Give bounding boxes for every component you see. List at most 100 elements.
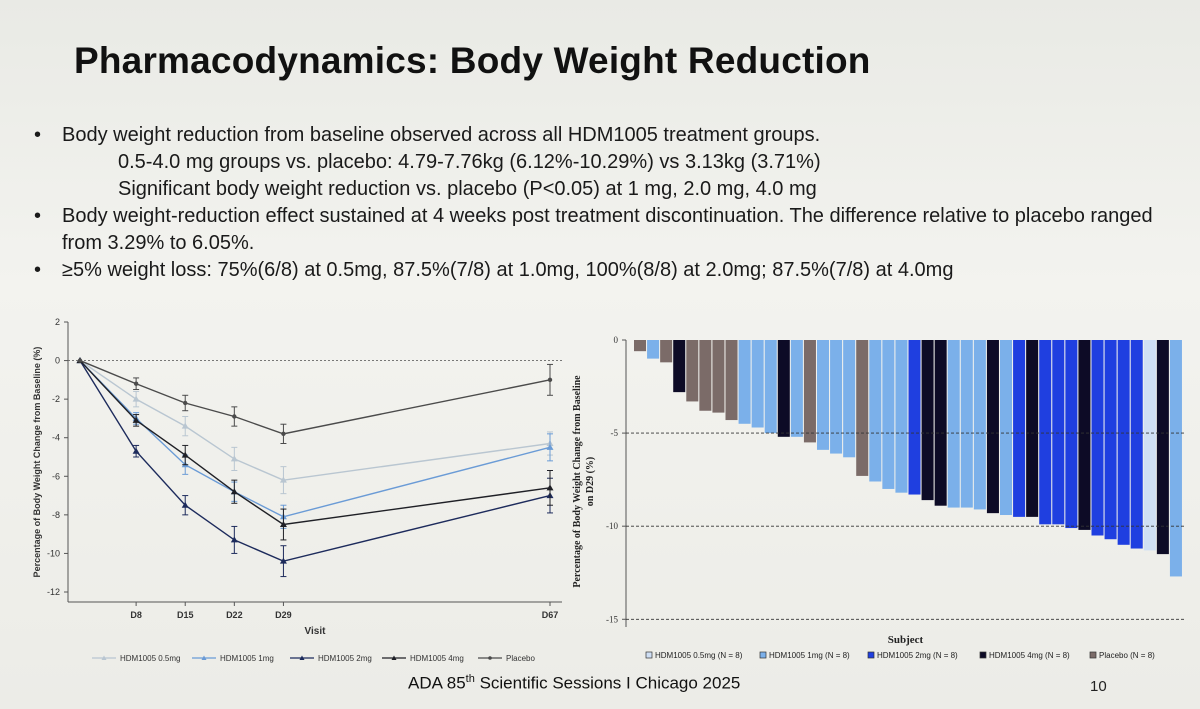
waterfall-bar [921, 340, 934, 501]
bullet-dot-icon: • [34, 124, 42, 146]
legend-swatch [867, 651, 875, 659]
data-point [547, 377, 553, 383]
waterfall-bar [1156, 340, 1169, 555]
legend-marker [299, 655, 305, 660]
y-axis-title: Percentage of Body Weight Change from Ba… [572, 375, 583, 588]
waterfall-bar [1091, 340, 1104, 536]
waterfall-bar [686, 340, 699, 402]
legend-label: HDM1005 4mg (N = 8) [989, 651, 1070, 660]
waterfall-bar [699, 340, 712, 411]
sub-bullet-item: Significant body weight reduction vs. pl… [118, 178, 817, 200]
legend-label: Placebo [506, 654, 535, 663]
waterfall-bar [973, 340, 986, 510]
footer-rest: Scientific Sessions I Chicago 2025 [474, 673, 741, 693]
waterfall-bar [895, 340, 908, 493]
waterfall-bar [1104, 340, 1117, 540]
x-axis-title: Visit [305, 626, 327, 637]
data-point [132, 416, 140, 423]
data-point [132, 447, 140, 454]
legend-marker [101, 655, 107, 660]
y-tick-label: -8 [52, 510, 60, 520]
footer-sup: th [465, 673, 475, 685]
waterfall-bar [1026, 340, 1039, 517]
waterfall-chart: 0 -5 -10 -15 Subject Percentage of Body Weigh… [572, 335, 1185, 660]
waterfall-bar [660, 340, 673, 363]
legend-swatch [979, 651, 987, 659]
bullet-item: • Body weight reduction from baseline ob… [34, 122, 1184, 149]
waterfall-bar [1039, 340, 1052, 525]
waterfall-bar [634, 340, 647, 352]
waterfall-bar [1117, 340, 1130, 545]
waterfall-bar [947, 340, 960, 508]
data-point [279, 476, 287, 483]
x-tick-label: D15 [177, 610, 194, 620]
waterfall-bar [777, 340, 790, 437]
data-point [183, 400, 188, 406]
data-point [281, 431, 286, 437]
waterfall-bar [830, 340, 843, 454]
waterfall-bar [1065, 340, 1078, 529]
waterfall-bar [673, 340, 686, 393]
legend-label: HDM1005 1mg (N = 8) [769, 651, 850, 660]
x-tick-label: D29 [275, 610, 292, 620]
footer: ADA 85th Scientific Sessions I Chicago 2… [408, 673, 740, 694]
waterfall-bar [843, 340, 856, 458]
waterfall-bar [1078, 340, 1091, 530]
data-point [279, 557, 287, 564]
data-point [546, 443, 554, 450]
bullet-text: Body weight-reduction effect sustained a… [62, 205, 1153, 254]
y-tick-label: -5 [611, 428, 619, 438]
waterfall-bar [1169, 340, 1182, 577]
data-point [181, 501, 189, 508]
data-point [230, 455, 238, 462]
waterfall-bar [1013, 340, 1026, 517]
y-axis-title: Percentage of Body Weight Change from Ba… [32, 347, 42, 578]
waterfall-bar [803, 340, 816, 443]
waterfall-bar [1052, 340, 1065, 525]
y-tick-label: -6 [52, 471, 60, 481]
legend-label: Placebo (N = 8) [1099, 651, 1155, 660]
y-tick-label: -4 [52, 433, 60, 443]
legend-label: HDM1005 1mg [220, 654, 274, 663]
sub-bullet-item: 0.5-4.0 mg groups vs. placebo: 4.79-7.76… [118, 151, 821, 173]
data-point [132, 395, 140, 402]
y-axis-title: on D29 (%) [585, 457, 596, 506]
waterfall-bar [1143, 340, 1156, 551]
bullet-dot-icon: • [34, 205, 42, 227]
page-number: 10 [1090, 678, 1107, 695]
waterfall-bar [960, 340, 973, 508]
waterfall-bar [725, 340, 738, 421]
data-point [230, 488, 238, 495]
waterfall-bar [1000, 340, 1013, 516]
waterfall-bar [934, 340, 947, 506]
legend-label: HDM1005 0.5mg (N = 8) [655, 651, 743, 660]
data-point [181, 422, 189, 429]
y-tick-label: 0 [614, 335, 619, 345]
y-tick-label: -10 [606, 521, 618, 531]
x-tick-label: D67 [542, 610, 559, 620]
slide-title: Pharmacodynamics: Body Weight Reduction [74, 40, 871, 81]
series-line [79, 360, 551, 518]
series-line [79, 360, 551, 526]
x-axis-title: Subject [888, 634, 924, 646]
series-line [79, 359, 551, 435]
line-chart: 2 0 -2 -4 -6 -8 -10 -12 D8 D15 D22 D29 D67 Visit Perce… [32, 317, 562, 663]
waterfall-bar [869, 340, 882, 482]
legend-swatch [759, 651, 767, 659]
data-point [181, 451, 189, 458]
waterfall-bar [817, 340, 830, 450]
waterfall-bar [790, 340, 803, 437]
legend-marker [488, 656, 492, 660]
waterfall-bar [986, 340, 999, 514]
y-tick-label: -10 [47, 548, 60, 558]
waterfall-bar [882, 340, 895, 489]
bullet-item: • Body weight-reduction effect sustained… [34, 203, 1184, 257]
waterfall-bar [647, 340, 660, 359]
legend-marker [201, 655, 207, 660]
footer-text: ADA 85 [408, 673, 466, 693]
data-point [230, 536, 238, 543]
legend-label: HDM1005 0.5mg [120, 654, 180, 663]
bullet-dot-icon: • [34, 259, 42, 281]
waterfall-bar [856, 340, 869, 476]
